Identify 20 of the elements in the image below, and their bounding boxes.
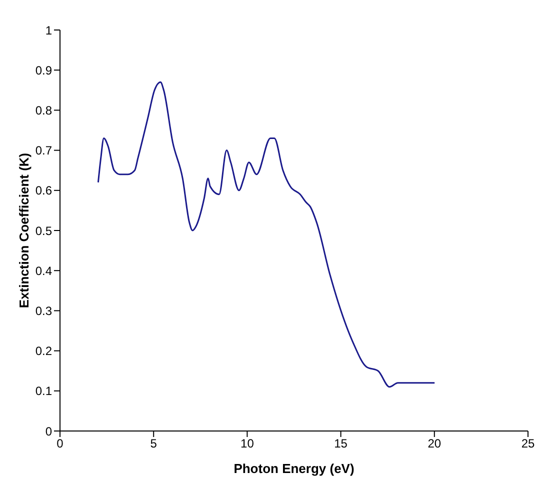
y-tick-label: 0.9 (35, 63, 52, 78)
y-tick-label: 0.5 (35, 224, 52, 238)
y-tick-label: 0.4 (35, 264, 52, 278)
x-axis-title: Photon Energy (eV) (234, 461, 354, 476)
y-tick-label: 1 (45, 23, 52, 38)
line-series (97, 81, 436, 388)
y-tick-label: 0.6 (35, 184, 52, 198)
x-tick-label: 25 (521, 436, 535, 451)
y-tick-label: 0.1 (35, 384, 52, 398)
x-tick-label: 20 (428, 436, 442, 451)
y-tick-label: 0.8 (35, 103, 52, 118)
x-tick-label: 15 (334, 436, 348, 451)
y-axis-title: Extinction Coefficient (K) (16, 152, 32, 308)
x-tick-label: 10 (240, 436, 254, 451)
x-tick-label: 0 (56, 436, 64, 451)
x-tick-label: 5 (150, 436, 158, 451)
y-tick-label: 0.7 (35, 144, 52, 158)
y-tick-label: 0 (45, 424, 52, 438)
y-tick-label: 0.2 (35, 344, 52, 358)
y-tick-label: 0.3 (35, 304, 52, 318)
